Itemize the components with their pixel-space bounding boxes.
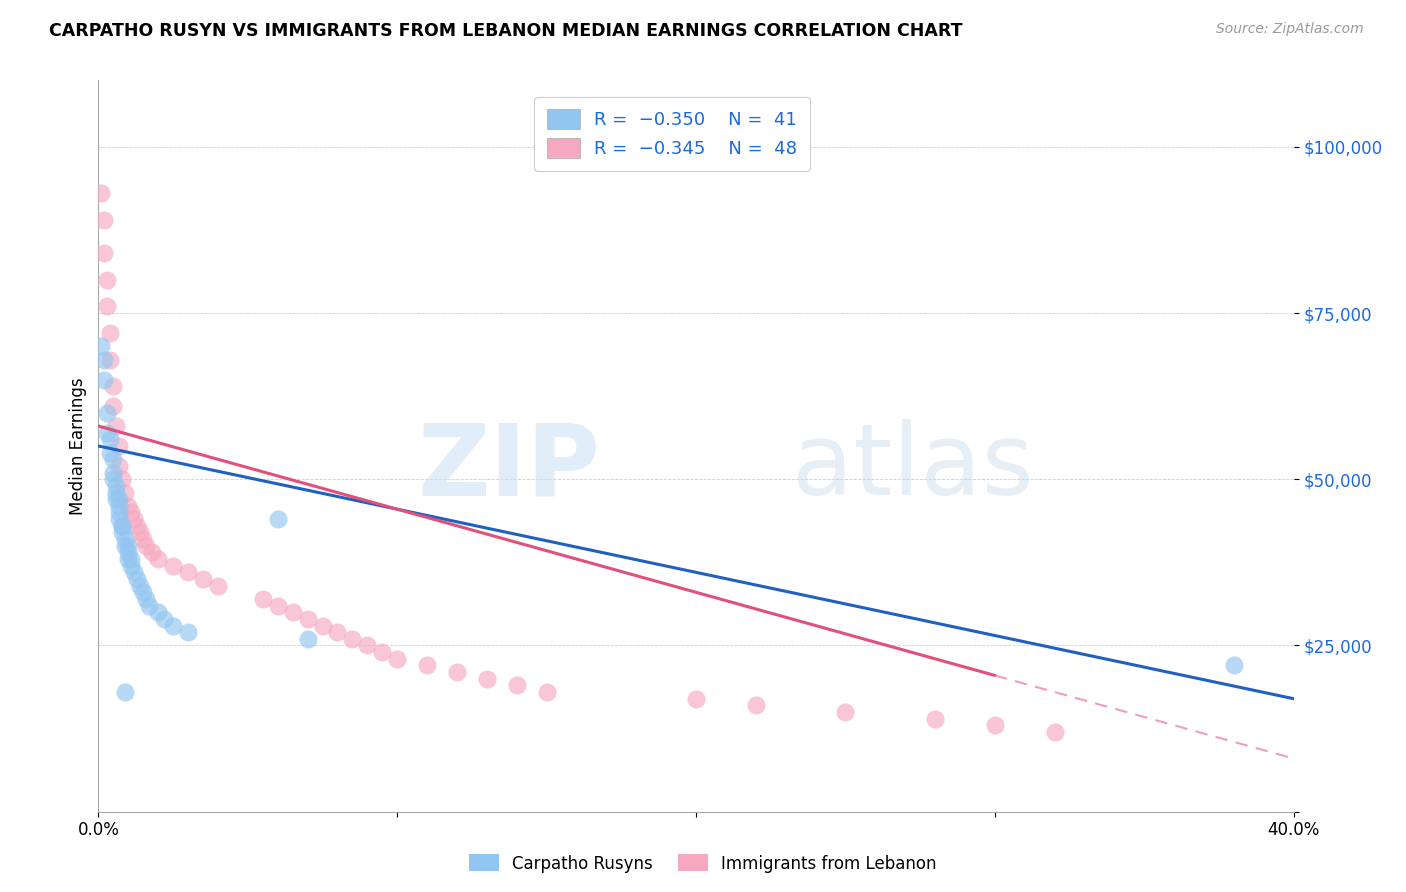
Point: [141, 545, 163, 559]
Point: [685, 691, 707, 706]
Legend: R =  −0.350    N =  41, R =  −0.345    N =  48: R = −0.350 N = 41, R = −0.345 N = 48: [534, 96, 810, 170]
Point: [111, 518, 134, 533]
Point: [475, 672, 498, 686]
Point: [93, 213, 115, 227]
Point: [90, 339, 112, 353]
Point: [148, 605, 170, 619]
Point: [98, 326, 122, 340]
Text: Source: ZipAtlas.com: Source: ZipAtlas.com: [1216, 22, 1364, 37]
Point: [162, 618, 184, 632]
Point: [138, 599, 160, 613]
Point: [124, 512, 146, 526]
Point: [117, 499, 139, 513]
Point: [506, 678, 529, 692]
Point: [267, 512, 290, 526]
Point: [177, 566, 200, 580]
Point: [834, 705, 856, 719]
Point: [371, 645, 394, 659]
Point: [103, 452, 125, 467]
Point: [117, 539, 139, 553]
Point: [93, 246, 115, 260]
Point: [127, 518, 149, 533]
Point: [114, 685, 136, 699]
Point: [111, 472, 134, 486]
Point: [103, 379, 125, 393]
Text: atlas: atlas: [792, 419, 1033, 516]
Point: [105, 492, 128, 507]
Point: [111, 525, 134, 540]
Y-axis label: Median Earnings: Median Earnings: [69, 377, 87, 515]
Point: [103, 472, 125, 486]
Point: [326, 625, 349, 640]
Point: [114, 539, 136, 553]
Point: [297, 632, 319, 646]
Point: [129, 525, 152, 540]
Point: [356, 639, 378, 653]
Point: [108, 499, 131, 513]
Point: [267, 599, 290, 613]
Point: [120, 506, 142, 520]
Point: [127, 572, 149, 586]
Point: [191, 572, 214, 586]
Point: [96, 406, 118, 420]
Point: [103, 466, 125, 480]
Point: [536, 685, 558, 699]
Point: [105, 479, 128, 493]
Point: [96, 273, 118, 287]
Legend: Carpatho Rusyns, Immigrants from Lebanon: Carpatho Rusyns, Immigrants from Lebanon: [463, 847, 943, 880]
Point: [129, 579, 152, 593]
Point: [108, 439, 131, 453]
Point: [342, 632, 364, 646]
Point: [108, 512, 131, 526]
Point: [297, 612, 319, 626]
Point: [93, 352, 115, 367]
Point: [93, 372, 115, 386]
Point: [132, 532, 155, 546]
Point: [108, 458, 131, 473]
Point: [105, 419, 128, 434]
Point: [148, 552, 170, 566]
Point: [120, 552, 142, 566]
Point: [124, 566, 146, 580]
Point: [103, 399, 125, 413]
Point: [98, 433, 122, 447]
Point: [207, 579, 229, 593]
Point: [114, 485, 136, 500]
Point: [108, 492, 131, 507]
Point: [111, 518, 134, 533]
Point: [135, 539, 157, 553]
Point: [132, 585, 155, 599]
Point: [98, 445, 122, 459]
Point: [153, 612, 176, 626]
Point: [177, 625, 200, 640]
Point: [446, 665, 468, 679]
Point: [1223, 658, 1246, 673]
Point: [114, 532, 136, 546]
Point: [135, 591, 157, 606]
Point: [96, 299, 118, 313]
Point: [117, 552, 139, 566]
Point: [984, 718, 1007, 732]
Text: CARPATHO RUSYN VS IMMIGRANTS FROM LEBANON MEDIAN EARNINGS CORRELATION CHART: CARPATHO RUSYN VS IMMIGRANTS FROM LEBANO…: [49, 22, 963, 40]
Point: [1043, 725, 1066, 739]
Point: [105, 485, 128, 500]
Point: [385, 652, 409, 666]
Point: [311, 618, 333, 632]
Point: [281, 605, 304, 619]
Point: [416, 658, 439, 673]
Point: [96, 425, 118, 440]
Text: ZIP: ZIP: [418, 419, 600, 516]
Point: [90, 186, 112, 201]
Point: [120, 558, 142, 573]
Point: [98, 352, 122, 367]
Point: [162, 558, 184, 573]
Point: [117, 545, 139, 559]
Point: [924, 712, 946, 726]
Point: [252, 591, 274, 606]
Point: [745, 698, 768, 713]
Point: [108, 506, 131, 520]
